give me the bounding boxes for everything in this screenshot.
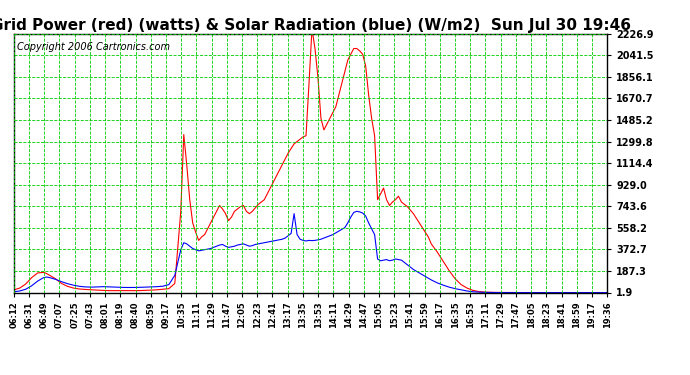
Text: Copyright 2006 Cartronics.com: Copyright 2006 Cartronics.com xyxy=(17,42,170,51)
Title: Grid Power (red) (watts) & Solar Radiation (blue) (W/m2)  Sun Jul 30 19:46: Grid Power (red) (watts) & Solar Radiati… xyxy=(0,18,631,33)
